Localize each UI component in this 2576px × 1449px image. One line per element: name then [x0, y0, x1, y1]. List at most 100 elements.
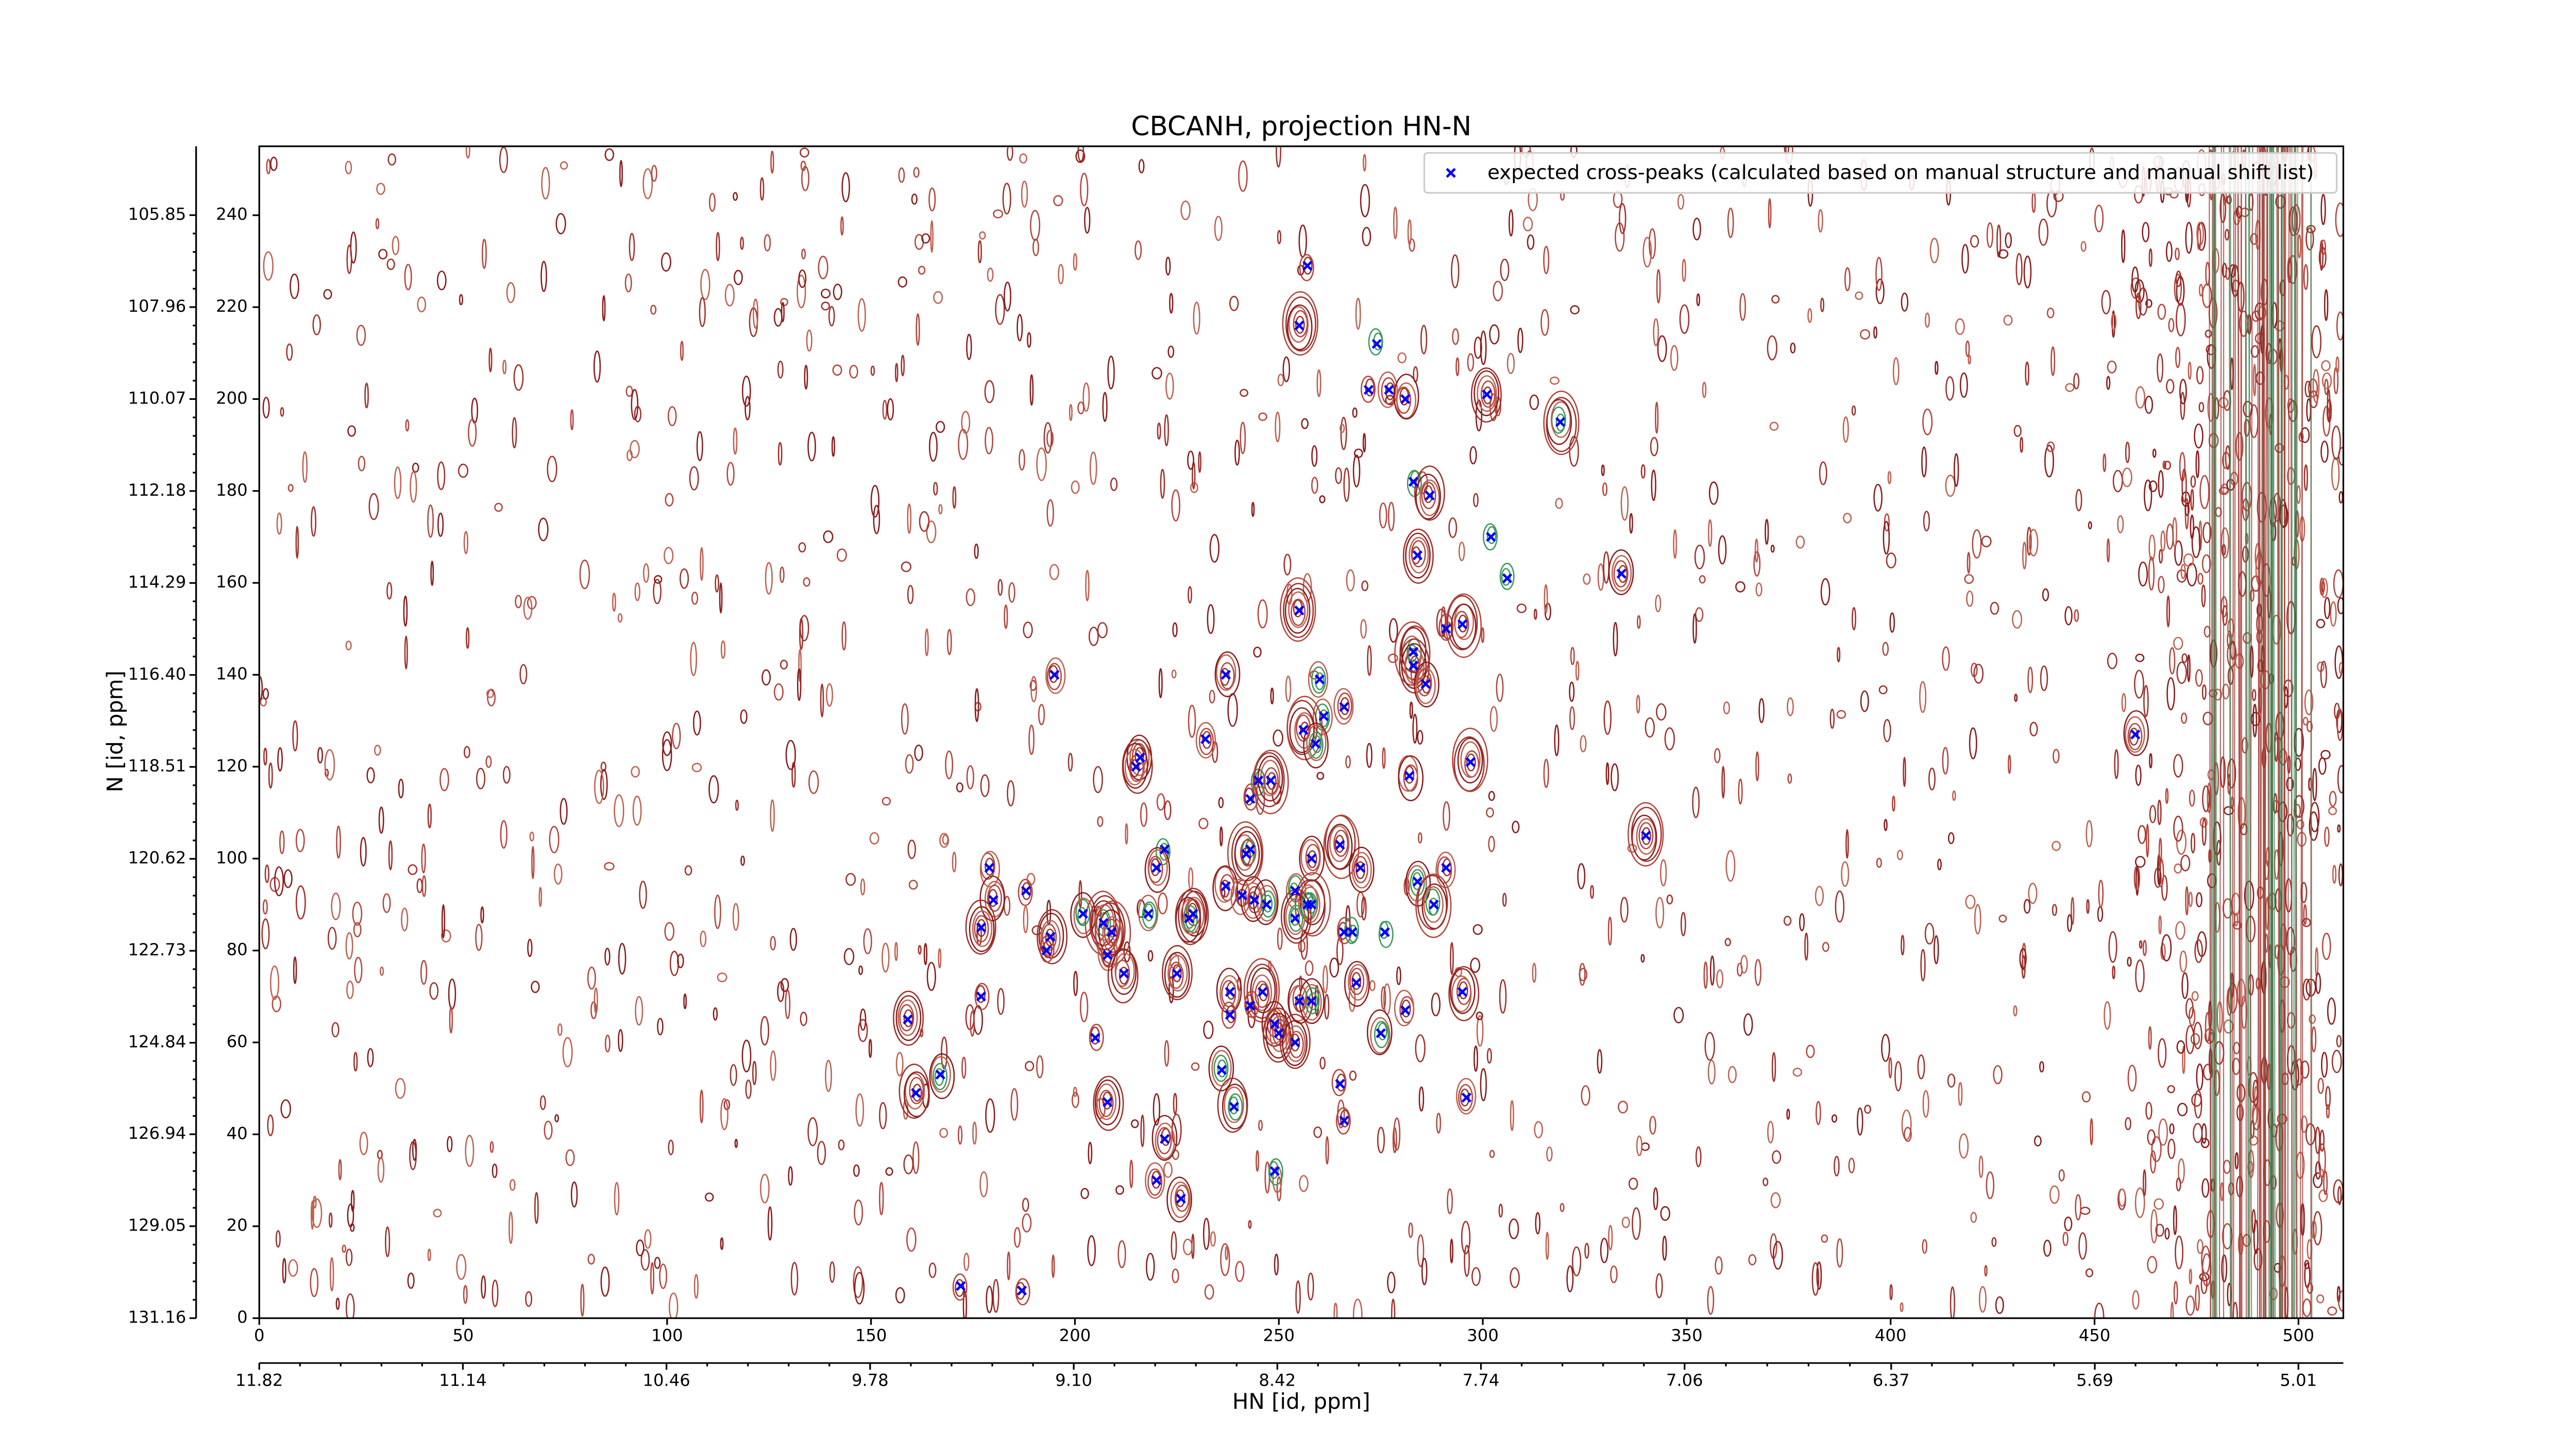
legend-box [1423, 152, 2338, 194]
noise-contour [901, 355, 905, 377]
peak-contour [1421, 482, 1436, 510]
noise-contour [1755, 582, 1762, 597]
y2-tick-label: 112.18 [128, 480, 186, 500]
noise-contour [1727, 207, 1734, 238]
noise-contour [1046, 499, 1054, 527]
noise-contour [1251, 502, 1255, 517]
cross-peak [1290, 886, 1300, 896]
noise-contour [1285, 676, 1292, 702]
noise-contour [1486, 1048, 1492, 1064]
noise-contour [2252, 703, 2258, 738]
noise-contour [1822, 941, 1829, 952]
noise-contour [1258, 412, 1267, 421]
noise-contour [1928, 767, 1936, 791]
noise-contour [2125, 1117, 2131, 1131]
noise-contour [1165, 373, 1174, 400]
noise-contour [323, 289, 332, 300]
noise-contour [1958, 1082, 1963, 1106]
noise-contour [404, 263, 412, 291]
noise-contour [1632, 1207, 1641, 1240]
noise-contour [1555, 498, 1563, 509]
noise-contour [1387, 1271, 1396, 1294]
noise-contour [2103, 453, 2107, 473]
noise-contour [2198, 401, 2205, 413]
noise-contour [1412, 714, 1418, 744]
noise-contour [1727, 1066, 1737, 1084]
noise-contour [1097, 816, 1104, 827]
cross-peak [1151, 1175, 1162, 1186]
noise-contour [624, 273, 632, 293]
cross-peak [1225, 987, 1235, 997]
noise-contour [639, 881, 647, 909]
noise-contour [1496, 673, 1504, 702]
noise-contour [1209, 689, 1215, 704]
noise-contour [429, 982, 439, 1000]
noise-contour [1566, 1265, 1574, 1292]
noise-contour [262, 688, 269, 700]
peak-contour [1221, 1001, 1236, 1029]
noise-contour [1295, 1280, 1301, 1314]
noise-contour [2161, 934, 2172, 962]
noise-contour [1198, 818, 1209, 830]
noise-contour [1666, 894, 1673, 905]
noise-contour [679, 568, 689, 589]
peak-contour [1399, 638, 1430, 694]
noise-contour [807, 431, 816, 462]
noise-contour [962, 1290, 968, 1319]
noise-contour [2277, 146, 2281, 1319]
noise-contour [798, 269, 807, 288]
noise-contour [2012, 610, 2023, 629]
noise-contour [1299, 1175, 1309, 1192]
noise-contour [1560, 1203, 1565, 1212]
noise-contour [1052, 1254, 1055, 1278]
noise-contour [1998, 249, 2009, 259]
peak-contour [1144, 903, 1154, 922]
peak-contour [1438, 613, 1454, 641]
noise-contour [773, 683, 784, 701]
noise-contour [1489, 324, 1500, 345]
cross-peak [1103, 950, 1113, 961]
noise-contour [604, 948, 611, 966]
noise-contour [726, 462, 735, 486]
noise-contour [2330, 601, 2337, 627]
peak-contour [903, 1009, 913, 1027]
noise-contour [1836, 1238, 1843, 1268]
noise-contour [441, 904, 446, 939]
noise-contour [2196, 366, 2204, 384]
noise-contour [2122, 467, 2132, 487]
noise-contour [1845, 829, 1849, 859]
cross-peak [1265, 775, 1276, 786]
peak-contour [1144, 847, 1171, 893]
noise-contour [777, 360, 784, 379]
noise-contour [1322, 965, 1328, 994]
noise-contour [1754, 958, 1761, 986]
noise-contour [1025, 1060, 1035, 1071]
cross-peak [1306, 853, 1317, 864]
noise-contour [634, 582, 640, 601]
noise-contour [1277, 374, 1284, 386]
noise-contour [1546, 1146, 1553, 1162]
x2-tick-label: 7.06 [1666, 1371, 1703, 1390]
noise-contour [466, 627, 470, 649]
peak-contour [1409, 536, 1429, 574]
noise-contour [1049, 564, 1059, 580]
noise-contour [2337, 765, 2344, 794]
noise-contour [2008, 754, 2011, 774]
noise-contour [1715, 1256, 1723, 1275]
noise-contour [2144, 395, 2154, 414]
noise-contour [2287, 146, 2290, 1319]
noise-contour [732, 903, 739, 931]
noise-contour [1829, 709, 1835, 729]
peak-contour [1214, 651, 1241, 697]
noise-contour [826, 683, 834, 707]
noise-contour [2164, 1227, 2170, 1240]
noise-contour [1409, 701, 1413, 719]
noise-contour [1917, 1054, 1925, 1080]
peak-contour [974, 915, 989, 942]
noise-contour [987, 267, 994, 282]
cross-peak [1461, 1092, 1472, 1103]
noise-contour [1804, 932, 1809, 961]
noise-contour [2325, 1086, 2331, 1109]
noise-contour [544, 1120, 553, 1140]
noise-contour [2304, 689, 2314, 716]
